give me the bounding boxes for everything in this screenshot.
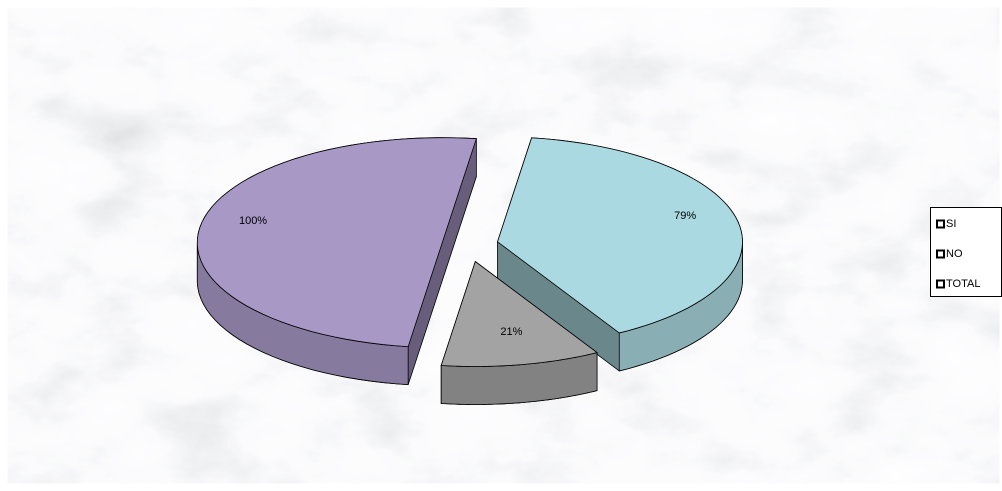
- pie: 79% 21% 100%: [196, 137, 743, 405]
- slice: [497, 137, 743, 334]
- legend-marker: [936, 219, 945, 229]
- data-label: 21%: [500, 326, 522, 338]
- legend-marker: [936, 279, 945, 289]
- legend-label: SI: [946, 218, 956, 230]
- legend-marker: [936, 249, 945, 259]
- slice: [440, 260, 598, 367]
- legend-label: TOTAL: [946, 278, 980, 290]
- slice: [196, 137, 477, 348]
- legend-entries: SI NO TOTAL: [936, 218, 980, 290]
- legend-label: NO: [946, 248, 963, 260]
- data-label: 100%: [239, 215, 267, 227]
- data-label: 79%: [674, 210, 696, 222]
